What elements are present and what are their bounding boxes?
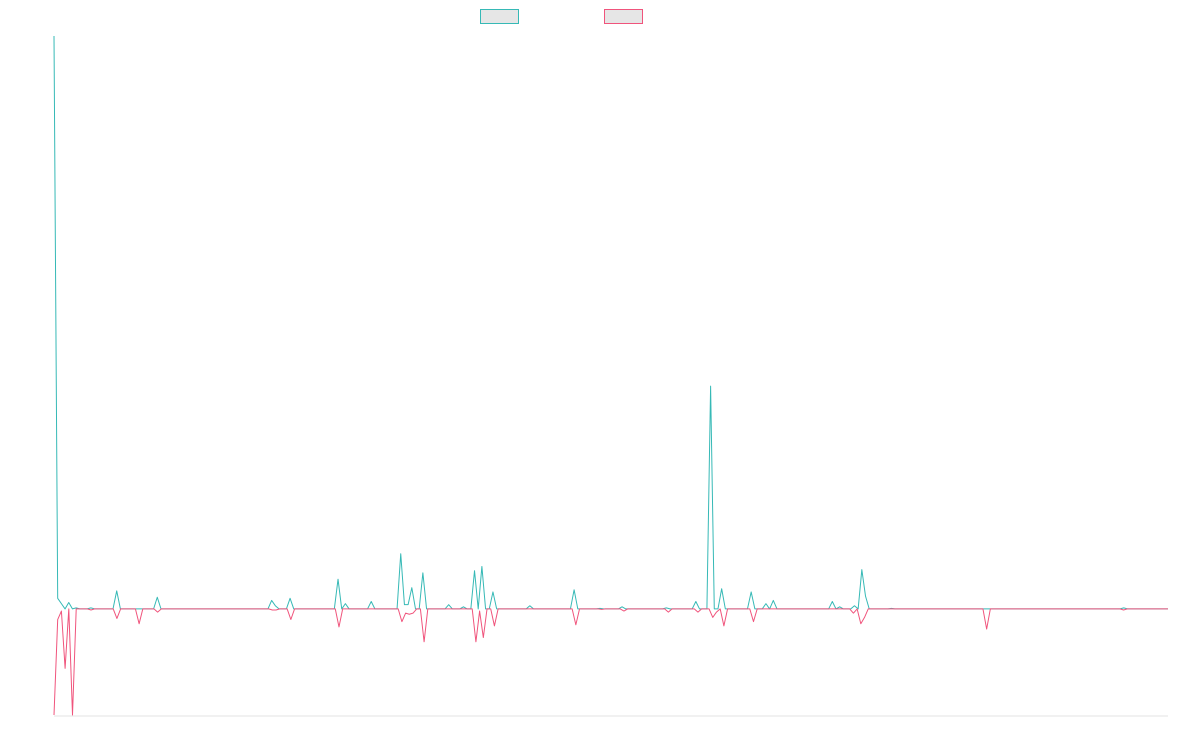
plot-area <box>53 35 1168 717</box>
legend-swatch-series-1[interactable] <box>480 9 519 24</box>
legend-swatch-series-2[interactable] <box>604 9 643 24</box>
series-line-2 <box>53 608 1168 716</box>
series-line-1 <box>53 35 1168 610</box>
